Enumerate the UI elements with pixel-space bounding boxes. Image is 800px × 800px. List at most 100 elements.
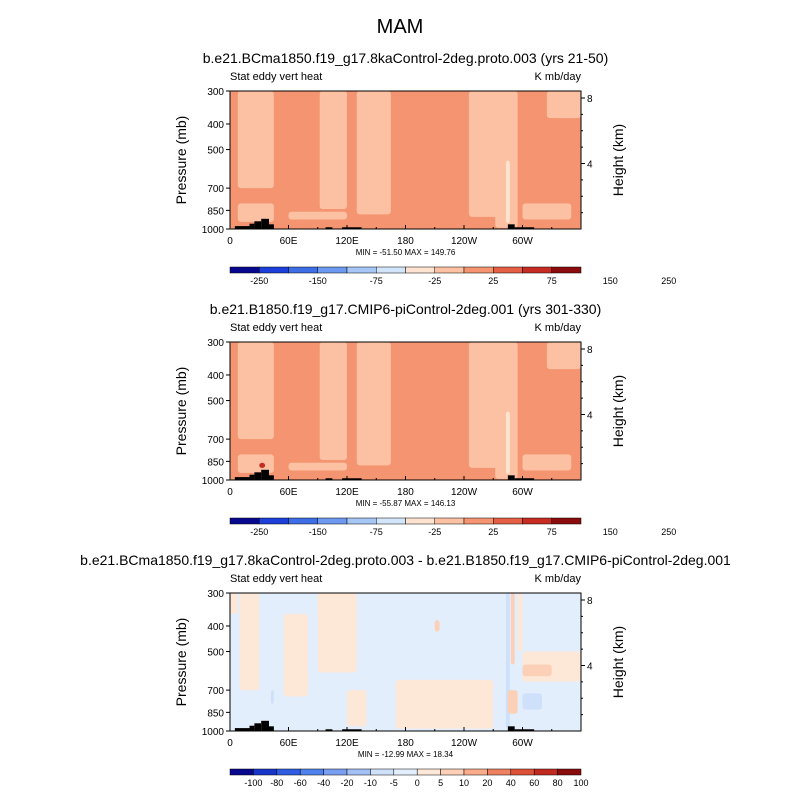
x-tick-label: 120E bbox=[335, 738, 359, 749]
panel-left-label: Stat eddy vert heat bbox=[230, 573, 322, 585]
colorbar-swatch bbox=[299, 768, 324, 776]
colorbar-swatch bbox=[434, 266, 465, 274]
topography-block bbox=[249, 725, 255, 731]
colorbar: -250 -150 -75 -25 25 75 150 250 bbox=[229, 517, 676, 537]
y-tick-label: 300 bbox=[207, 338, 224, 349]
contour-region bbox=[546, 91, 581, 119]
panel-left-label: Stat eddy vert heat bbox=[230, 322, 322, 334]
y2-tick-label: 4 bbox=[587, 662, 593, 673]
contour-region bbox=[288, 462, 347, 471]
contour-region bbox=[347, 690, 367, 727]
colorbar-swatch bbox=[463, 517, 494, 525]
topography-block bbox=[254, 221, 262, 229]
x-tick-label: 60E bbox=[280, 487, 298, 498]
topography-block bbox=[522, 478, 535, 480]
topography-block bbox=[514, 227, 523, 229]
topography-block bbox=[325, 729, 333, 731]
contour-region bbox=[356, 91, 391, 215]
topography-block bbox=[269, 224, 274, 229]
contour-region bbox=[237, 454, 274, 473]
topography-block bbox=[507, 475, 515, 480]
colorbar-swatch bbox=[551, 517, 582, 525]
colorbar-label: 75 bbox=[547, 276, 557, 286]
y-tick-label: 400 bbox=[207, 371, 224, 382]
x-tick-label: 60W bbox=[512, 487, 533, 498]
contour-region bbox=[356, 342, 391, 466]
colorbar-swatch bbox=[434, 517, 465, 525]
panel-2: b.e21.B1850.f19_g17.CMIP6-piControl-2deg… bbox=[173, 301, 676, 537]
colorbar-label: -10 bbox=[364, 778, 377, 788]
topography-block bbox=[342, 729, 362, 731]
colorbar-swatch bbox=[493, 517, 523, 525]
colorbar-swatch bbox=[522, 517, 552, 525]
x-tick-label: 120W bbox=[451, 487, 478, 498]
colorbar-swatch bbox=[346, 768, 371, 776]
colorbar-label: 10 bbox=[459, 778, 469, 788]
colorbar-swatch bbox=[487, 768, 512, 776]
colorbar-swatch bbox=[259, 266, 289, 274]
topography-block bbox=[249, 223, 255, 229]
topography-block bbox=[234, 226, 250, 229]
y-tick-label: 500 bbox=[207, 146, 224, 157]
colorbar-label: -150 bbox=[309, 276, 327, 286]
contour-region bbox=[319, 91, 347, 210]
y2-axis-title: Height (km) bbox=[610, 124, 626, 196]
colorbar-swatch bbox=[317, 517, 348, 525]
x-tick-label: 0 bbox=[227, 236, 233, 247]
plot-area bbox=[230, 91, 581, 229]
colorbar-label: 25 bbox=[488, 527, 498, 537]
topography-block bbox=[234, 477, 250, 480]
y2-axis-title: Height (km) bbox=[610, 375, 626, 447]
colorbar-swatch bbox=[416, 768, 441, 776]
contour-region bbox=[270, 690, 274, 704]
contour-region bbox=[468, 342, 499, 468]
y-tick-label: 1000 bbox=[202, 727, 225, 738]
contour-region bbox=[288, 211, 347, 220]
panel-1: b.e21.BCma1850.f19_g17.8kaControl-2deg.p… bbox=[173, 50, 676, 286]
x-tick-label: 120W bbox=[451, 236, 478, 247]
contour-region bbox=[468, 91, 499, 217]
x-tick-label: 0 bbox=[227, 738, 233, 749]
y-tick-label: 1000 bbox=[202, 225, 225, 236]
colorbar-swatch bbox=[405, 517, 435, 525]
colorbar-label: -40 bbox=[317, 778, 330, 788]
y2-axis-title: Height (km) bbox=[610, 626, 626, 698]
colorbar-swatch bbox=[229, 768, 254, 776]
x-tick-label: 0 bbox=[227, 487, 233, 498]
contour-region bbox=[546, 342, 581, 370]
contour-region bbox=[510, 593, 515, 665]
colorbar: -250 -150 -75 -25 25 75 150 250 bbox=[229, 266, 676, 286]
y-tick-label: 300 bbox=[207, 589, 224, 600]
colorbar-swatch bbox=[370, 768, 395, 776]
colorbar-swatch bbox=[259, 517, 289, 525]
topography-block bbox=[325, 227, 333, 229]
y-tick-label: 850 bbox=[207, 708, 224, 719]
colorbar-swatch bbox=[393, 768, 418, 776]
x-tick-label: 120E bbox=[335, 487, 359, 498]
colorbar-label: -5 bbox=[390, 778, 398, 788]
colorbar-swatch bbox=[522, 266, 552, 274]
contour-region bbox=[505, 160, 510, 224]
colorbar-swatch bbox=[533, 768, 558, 776]
colorbar-label: -150 bbox=[309, 527, 327, 537]
colorbar-swatch bbox=[557, 768, 582, 776]
y-tick-label: 500 bbox=[207, 397, 224, 408]
contour-region bbox=[495, 342, 518, 479]
topography-block bbox=[342, 227, 362, 229]
colorbar-label: 150 bbox=[603, 527, 618, 537]
y-tick-label: 300 bbox=[207, 87, 224, 98]
topography-block bbox=[269, 726, 274, 731]
y-tick-label: 400 bbox=[207, 120, 224, 131]
panel-right-label: K mb/day bbox=[535, 322, 582, 334]
x-tick-label: 180 bbox=[397, 738, 414, 749]
topography-block bbox=[514, 478, 523, 480]
topography-block bbox=[507, 726, 515, 731]
x-tick-label: 180 bbox=[397, 236, 414, 247]
y-axis-title: Pressure (mb) bbox=[173, 116, 189, 205]
y-tick-label: 700 bbox=[207, 435, 224, 446]
contour-region bbox=[237, 342, 274, 440]
topography-block bbox=[261, 469, 269, 480]
contour-region bbox=[522, 693, 542, 710]
y-tick-label: 850 bbox=[207, 457, 224, 468]
